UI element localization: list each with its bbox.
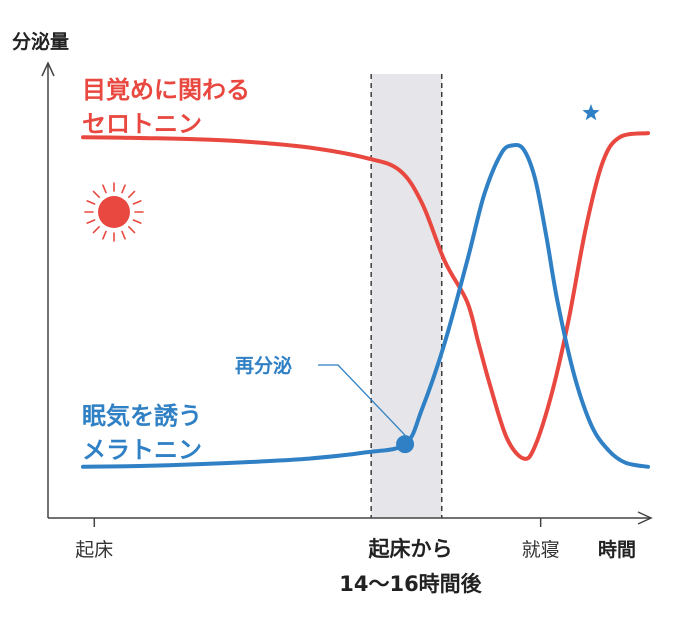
y-axis-arrow-icon (41, 61, 55, 77)
x-tick-label-sleep: 就寝 (522, 539, 560, 561)
moon-icon (538, 104, 600, 148)
series-label-melatonin-line1: 眠気を誘う (82, 402, 202, 430)
highlight-label-line1: 起床から (367, 537, 452, 561)
series-label-serotonin-line1: 目覚めに関わる (82, 76, 250, 104)
annotation-label-resecretion: 再分泌 (235, 354, 292, 377)
x-axis-label: 時間 (598, 539, 636, 561)
series-line-serotonin (81, 131, 650, 461)
sun-icon (84, 182, 144, 242)
y-axis-label: 分泌量 (12, 30, 69, 53)
series-line-melatonin (81, 143, 650, 469)
series-label-serotonin-line2: セロトニン (82, 110, 202, 138)
series-label-melatonin-line2: メラトニン (82, 436, 202, 464)
x-axis-arrow-icon (637, 511, 653, 525)
highlight-label-line2: 14〜16時間後 (339, 572, 482, 596)
x-tick-label-wake: 起床 (75, 539, 113, 561)
annotation-leader-line (318, 364, 406, 436)
data-point-resecretion (396, 435, 415, 454)
